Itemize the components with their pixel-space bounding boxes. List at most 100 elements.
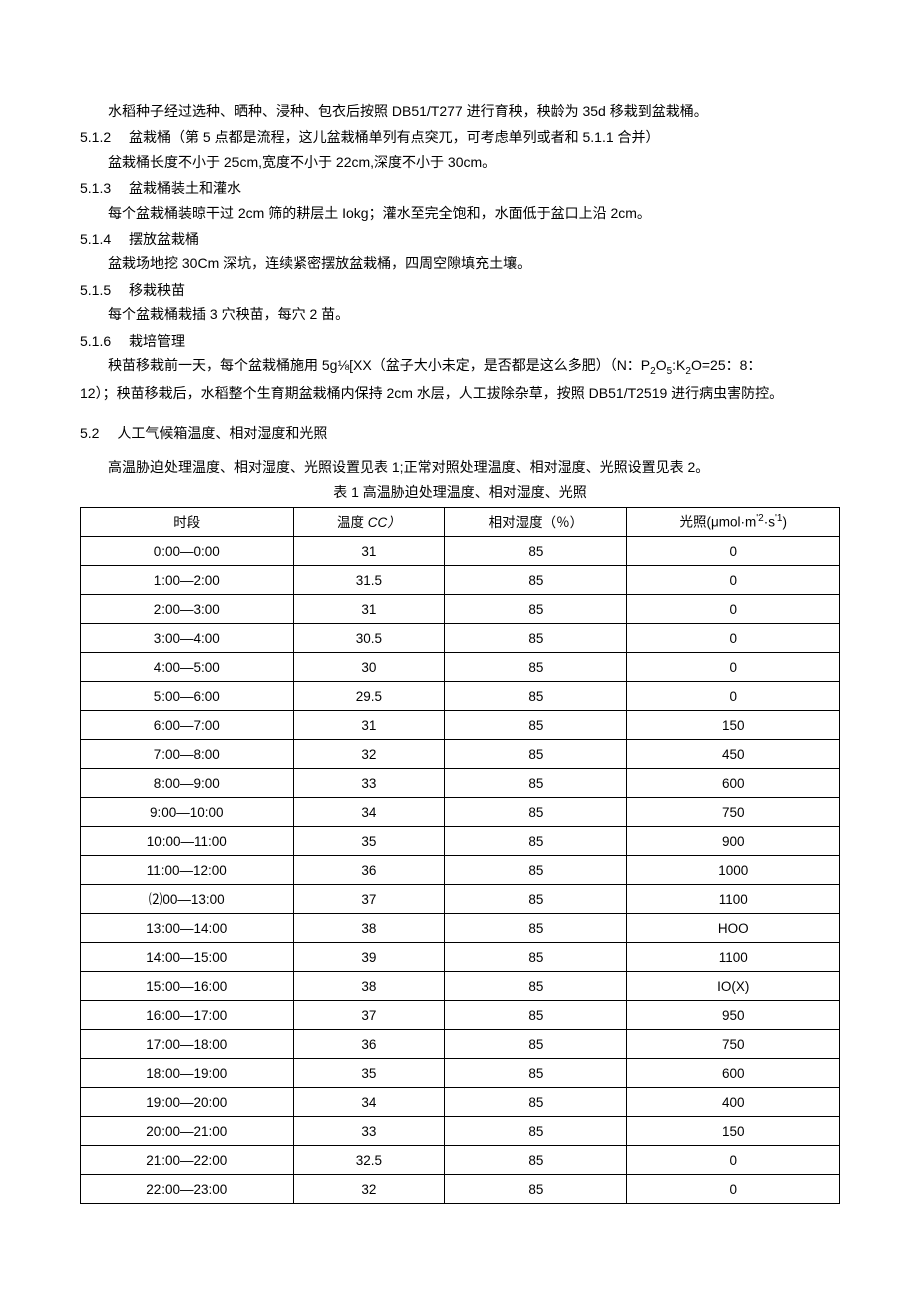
table-cell: 30.5 xyxy=(293,624,445,653)
heading-num: 5.1.4 xyxy=(80,231,111,247)
text: ) xyxy=(782,515,787,530)
body-5-1-5: 每个盆栽桶栽插 3 穴秧苗，每穴 2 苗。 xyxy=(80,303,840,325)
th-time: 时段 xyxy=(81,508,294,537)
table-row: 9:00—10:003485750 xyxy=(81,798,840,827)
body-5-1-4: 盆栽场地挖 30Cm 深坑，连续紧密摆放盆栽桶，四周空隙填充土壤。 xyxy=(80,252,840,274)
table-cell: 15:00—16:00 xyxy=(81,972,294,1001)
table-cell: 85 xyxy=(445,914,627,943)
table-cell: 21:00—22:00 xyxy=(81,1146,294,1175)
table-cell: 31 xyxy=(293,595,445,624)
table-cell: 20:00—21:00 xyxy=(81,1117,294,1146)
text: 温度 xyxy=(337,515,364,530)
text: O=25：8： xyxy=(691,357,761,373)
heading-5-1-3: 5.1.3 盆栽桶装土和灌水 xyxy=(80,177,840,199)
table-cell: 31 xyxy=(293,711,445,740)
table-row: 3:00—4:0030.5850 xyxy=(81,624,840,653)
table-cell: 16:00—17:00 xyxy=(81,1001,294,1030)
table-cell: 0 xyxy=(627,595,840,624)
table-row: 17:00—18:003685750 xyxy=(81,1030,840,1059)
text: 秧苗移栽前一天，每个盆栽桶施用 5g⅛[XX（盆子大小未定，是否都是这么多肥）（… xyxy=(108,357,650,373)
text-italic: CC） xyxy=(364,515,401,530)
table-cell: 950 xyxy=(627,1001,840,1030)
table-cell: 85 xyxy=(445,1117,627,1146)
table-cell: 900 xyxy=(627,827,840,856)
table-cell: 85 xyxy=(445,1146,627,1175)
text: :K xyxy=(672,357,685,373)
table-cell: 39 xyxy=(293,943,445,972)
table-cell: 38 xyxy=(293,972,445,1001)
table-caption: 表 1 高温胁迫处理温度、相对湿度、光照 xyxy=(80,481,840,503)
table-cell: 0 xyxy=(627,624,840,653)
table-cell: 450 xyxy=(627,740,840,769)
text: 光照(μmol·m xyxy=(679,515,756,530)
table-cell: 17:00—18:00 xyxy=(81,1030,294,1059)
table-row: 8:00—9:003385600 xyxy=(81,769,840,798)
table-body: 0:00—0:00318501:00—2:0031.58502:00—3:003… xyxy=(81,537,840,1204)
table-cell: 35 xyxy=(293,1059,445,1088)
table-cell: 6:00—7:00 xyxy=(81,711,294,740)
body-5-1-6-line2: 12）；秧苗移栽后，水稻整个生育期盆栽桶内保持 2cm 水层，人工拔除杂草，按照… xyxy=(80,382,840,404)
table-row: 20:00—21:003385150 xyxy=(81,1117,840,1146)
table-cell: 5:00—6:00 xyxy=(81,682,294,711)
table-cell: 85 xyxy=(445,682,627,711)
table-row: 10:00—11:003585900 xyxy=(81,827,840,856)
body-5-1-2: 盆栽桶长度不小于 25cm,宽度不小于 22cm,深度不小于 30cm。 xyxy=(80,151,840,173)
table-cell: 0 xyxy=(627,1175,840,1204)
heading-num: 5.1.5 xyxy=(80,282,111,298)
table-cell: 85 xyxy=(445,885,627,914)
body-5-2: 高温胁迫处理温度、相对湿度、光照设置见表 1;正常对照处理温度、相对湿度、光照设… xyxy=(80,456,840,478)
table-cell: 85 xyxy=(445,827,627,856)
heading-num: 5.1.6 xyxy=(80,333,111,349)
table-row: ⑵00—13:0037851100 xyxy=(81,885,840,914)
table-row: 16:00—17:003785950 xyxy=(81,1001,840,1030)
table-cell: 37 xyxy=(293,885,445,914)
body-5-1-6-line1: 秧苗移栽前一天，每个盆栽桶施用 5g⅛[XX（盆子大小未定，是否都是这么多肥）（… xyxy=(80,354,840,380)
table-cell: 22:00—23:00 xyxy=(81,1175,294,1204)
table-cell: 7:00—8:00 xyxy=(81,740,294,769)
table-cell: 600 xyxy=(627,1059,840,1088)
heading-5-2: 5.2 人工气候箱温度、相对湿度和光照 xyxy=(80,422,840,444)
heading-title: 人工气候箱温度、相对湿度和光照 xyxy=(117,425,327,441)
table-cell: ⑵00—13:00 xyxy=(81,885,294,914)
table-cell: 85 xyxy=(445,595,627,624)
table-cell: 150 xyxy=(627,711,840,740)
intro-paragraph: 水稻种子经过选种、晒种、浸种、包衣后按照 DB51/T277 进行育秧，秧龄为 … xyxy=(80,100,840,122)
table-cell: 33 xyxy=(293,1117,445,1146)
body-5-1-3: 每个盆栽桶装晾干过 2cm 筛的耕层土 Iokg；灌水至完全饱和，水面低于盆口上… xyxy=(80,202,840,224)
table-row: 1:00—2:0031.5850 xyxy=(81,566,840,595)
table-cell: 31.5 xyxy=(293,566,445,595)
table-cell: 34 xyxy=(293,1088,445,1117)
table-cell: 1:00—2:00 xyxy=(81,566,294,595)
table-row: 14:00—15:0039851100 xyxy=(81,943,840,972)
temperature-table: 时段 温度 CC） 相对湿度（％） 光照(μmol·m'2·s'1) 0:00—… xyxy=(80,507,840,1204)
table-row: 7:00—8:003285450 xyxy=(81,740,840,769)
table-row: 6:00—7:003185150 xyxy=(81,711,840,740)
table-cell: 2:00—3:00 xyxy=(81,595,294,624)
table-cell: 32.5 xyxy=(293,1146,445,1175)
superscript: '2 xyxy=(756,513,763,524)
table-row: 22:00—23:0032850 xyxy=(81,1175,840,1204)
heading-title: 盆栽桶（第 5 点都是流程，这儿盆栽桶单列有点突兀，可考虑单列或者和 5.1.1… xyxy=(129,129,659,145)
heading-title: 摆放盆栽桶 xyxy=(129,231,199,247)
table-cell: 29.5 xyxy=(293,682,445,711)
table-cell: 85 xyxy=(445,1030,627,1059)
table-cell: 1100 xyxy=(627,885,840,914)
table-cell: 0 xyxy=(627,537,840,566)
table-cell: 1100 xyxy=(627,943,840,972)
table-cell: 30 xyxy=(293,653,445,682)
table-cell: 31 xyxy=(293,537,445,566)
table-row: 2:00—3:0031850 xyxy=(81,595,840,624)
table-cell: 32 xyxy=(293,740,445,769)
table-cell: 85 xyxy=(445,972,627,1001)
table-cell: 85 xyxy=(445,653,627,682)
table-cell: 33 xyxy=(293,769,445,798)
table-row: 0:00—0:0031850 xyxy=(81,537,840,566)
heading-num: 5.2 xyxy=(80,425,99,441)
heading-num: 5.1.2 xyxy=(80,129,111,145)
table-cell: 36 xyxy=(293,856,445,885)
th-light: 光照(μmol·m'2·s'1) xyxy=(627,508,840,537)
table-cell: 36 xyxy=(293,1030,445,1059)
heading-5-1-2: 5.1.2 盆栽桶（第 5 点都是流程，这儿盆栽桶单列有点突兀，可考虑单列或者和… xyxy=(80,126,840,148)
table-cell: 85 xyxy=(445,1059,627,1088)
table-cell: 85 xyxy=(445,537,627,566)
